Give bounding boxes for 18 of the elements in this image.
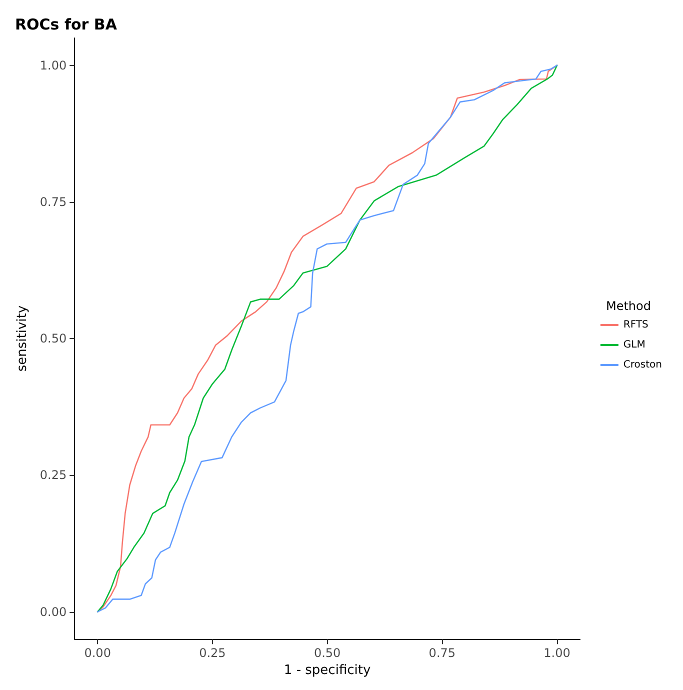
x-axis-title: 1 - specificity [284, 663, 371, 678]
x-tick-label: 0.50 [314, 646, 341, 660]
legend-title: Method [606, 299, 652, 313]
legend-label: GLM [623, 340, 646, 350]
legend-label: Croston [623, 360, 662, 370]
x-tick-label: 0.75 [428, 646, 456, 660]
y-tick-label: 0.00 [40, 604, 67, 619]
y-tick-label: 0.75 [40, 194, 67, 209]
x-tick-label: 0.00 [84, 646, 111, 660]
chart-title: ROCs for BA [15, 16, 118, 34]
y-tick-label: 1.00 [40, 58, 67, 72]
y-tick-label: 0.25 [40, 468, 67, 482]
x-tick-label: 0.25 [199, 646, 226, 660]
line-series [96, 64, 558, 612]
legend-label: RFTS [623, 320, 648, 330]
y-tick-label: 0.50 [40, 332, 67, 346]
y-axis-title: sensitivity [15, 305, 30, 372]
x-tick-label: 1.00 [544, 646, 570, 660]
